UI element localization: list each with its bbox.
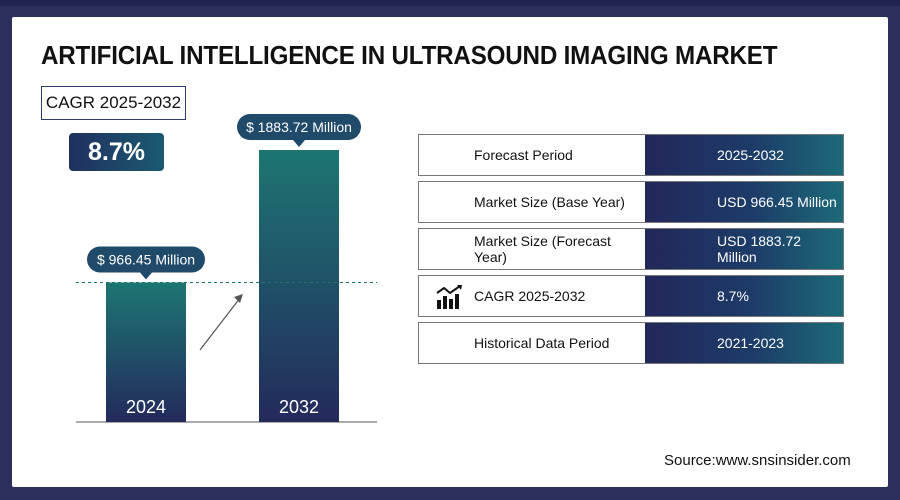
source-credit: Source:www.snsinsider.com <box>664 452 851 469</box>
row-label: Market Size (Base Year) <box>419 182 645 222</box>
top-bar <box>0 0 900 6</box>
data-label: $ 966.45 Million <box>97 251 195 267</box>
table-row: Market Size (Forecast Year) USD 1883.72 … <box>418 228 844 270</box>
row-value: 2021-2023 <box>645 323 843 363</box>
growth-arrow-head <box>234 294 243 303</box>
row-label: Historical Data Period <box>419 323 645 363</box>
row-value: 2025-2032 <box>645 135 843 175</box>
table-row: CAGR 2025-2032 8.7% <box>418 275 844 317</box>
row-value: 8.7% <box>645 276 843 316</box>
table-row: Market Size (Base Year) USD 966.45 Milli… <box>418 181 844 223</box>
table-row: Historical Data Period 2021-2023 <box>418 322 844 364</box>
row-label: Market Size (Forecast Year) <box>419 229 645 269</box>
table-row: Forecast Period 2025-2032 <box>418 134 844 176</box>
value-callout-bg <box>87 246 205 273</box>
row-label: Forecast Period <box>419 135 645 175</box>
category-label: 2032 <box>279 397 319 417</box>
row-value: USD 966.45 Million <box>645 182 843 222</box>
bar-2032 <box>259 150 339 422</box>
growth-arrow-line <box>199 297 241 351</box>
cagr-value-badge: 8.7% <box>69 133 164 171</box>
value-callout-pointer <box>140 272 152 280</box>
category-label: 2024 <box>126 397 166 417</box>
value-callout-pointer <box>293 140 305 147</box>
value-callout-bg <box>237 114 361 140</box>
growth-chart-icon <box>436 285 462 309</box>
bar-2024 <box>106 282 186 422</box>
page-title: ARTIFICIAL INTELLIGENCE IN ULTRASOUND IM… <box>41 40 778 70</box>
market-summary-table: Forecast Period 2025-2032 Market Size (B… <box>418 134 844 369</box>
data-label: $ 1883.72 Million <box>246 119 352 135</box>
row-value: USD 1883.72 Million <box>645 229 843 269</box>
row-label-with-icon: CAGR 2025-2032 <box>419 276 645 316</box>
row-label: CAGR 2025-2032 <box>474 288 586 304</box>
cagr-label-box: CAGR 2025-2032 <box>41 86 186 120</box>
